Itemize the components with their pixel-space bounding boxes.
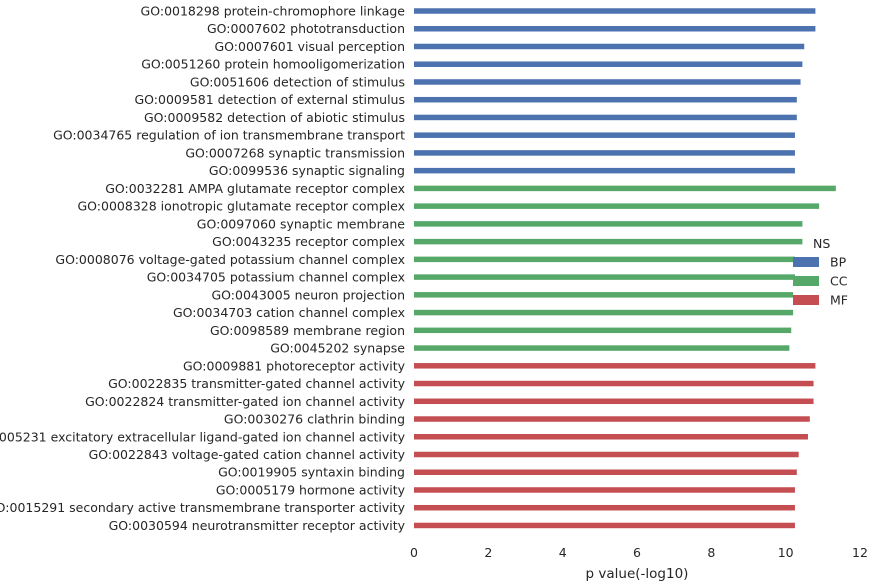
bar-cc [414, 203, 820, 209]
bar-cc [414, 256, 795, 263]
x-axis-title: p value(-log10) [586, 566, 689, 582]
category-label: GO:0022835 transmitter-gated channel act… [108, 376, 405, 391]
bar-cc [414, 274, 795, 280]
bar-mf [414, 398, 814, 405]
bar-mf [414, 487, 795, 493]
x-tick-label: 8 [707, 545, 715, 560]
bar-bp [414, 25, 816, 32]
category-label: GO:0009581 detection of external stimulu… [135, 92, 406, 107]
x-tick-label: 6 [633, 545, 641, 560]
category-label: GO:0030276 clathrin binding [224, 412, 405, 427]
category-label: GO:0043235 receptor complex [212, 234, 405, 249]
bar-mf [414, 363, 816, 369]
bar-bp [414, 114, 797, 121]
bar-mf [414, 380, 814, 387]
bar-mf [414, 522, 795, 529]
category-label: GO:0045202 synapse [270, 341, 405, 356]
legend-label-mf: MF [830, 293, 848, 308]
bar-mf [414, 434, 808, 440]
bar-cc [414, 345, 790, 351]
category-label: GO:0099536 synaptic signaling [209, 163, 405, 178]
category-label: GO:0005179 hormone activity [216, 482, 406, 497]
legend-title: NS [813, 236, 830, 251]
category-label: GO:0009582 detection of abiotic stimulus [144, 110, 405, 125]
legend-swatch-bp [793, 257, 819, 267]
category-label: GO:0019905 syntaxin binding [218, 465, 405, 480]
category-label: GO:0051606 detection of stimulus [190, 74, 405, 89]
legend-swatch-mf [793, 295, 819, 305]
category-label: GO:0034765 regulation of ion transmembra… [53, 128, 405, 143]
category-label: GO:0097060 synaptic membrane [197, 216, 406, 231]
x-tick-label: 2 [484, 545, 492, 560]
x-tick-label: 12 [852, 545, 868, 560]
bar-cc [414, 238, 803, 245]
bar-bp [414, 43, 805, 50]
bar-mf [414, 469, 797, 475]
category-label: GO:0007268 synaptic transmission [185, 145, 405, 160]
category-label: GO:0098589 membrane region [210, 323, 405, 338]
category-label: GO:0051260 protein homooligomerization [141, 57, 405, 72]
legend-label-cc: CC [830, 274, 848, 289]
category-label: GO:0034705 potassium channel complex [147, 270, 405, 285]
bar-bp [414, 96, 797, 103]
category-label: GO:0009881 photoreceptor activity [183, 358, 406, 373]
bar-bp [414, 61, 803, 67]
bar-cc [414, 221, 803, 227]
bar-cc [414, 185, 836, 192]
category-label: GO:0018298 protein-chromophore linkage [141, 4, 406, 19]
bar-bp [414, 150, 795, 156]
category-label: GO:0043005 neuron projection [211, 287, 405, 302]
bar-mf [414, 416, 810, 422]
bar-bp [414, 79, 801, 85]
category-labels: GO:0018298 protein-chromophore linkage GO… [0, 4, 406, 533]
bar-mf [414, 451, 799, 458]
bar-mf [414, 504, 795, 511]
category-label: GO:0008076 voltage-gated potassium chann… [55, 252, 405, 267]
bars-layer [414, 8, 836, 529]
legend-label-bp: BP [830, 255, 847, 270]
x-tick-label: 0 [410, 545, 418, 560]
category-label: GO:0034703 cation channel complex [173, 305, 405, 320]
bar-cc [414, 327, 792, 334]
category-label: GO:0005231 excitatory extracellular liga… [0, 429, 406, 444]
category-label: GO:0022824 transmitter-gated ion channel… [85, 394, 406, 409]
category-label: GO:0022843 voltage-gated cation channel … [89, 447, 406, 462]
legend-swatch-cc [793, 276, 819, 286]
category-label: GO:0007602 phototransduction [207, 21, 405, 36]
bar-cc [414, 309, 794, 316]
x-tick-label: 4 [559, 545, 567, 560]
bar-bp [414, 132, 795, 138]
bar-bp [414, 8, 816, 14]
category-label: GO:0032281 AMPA glutamate receptor compl… [105, 181, 405, 196]
x-axis: 0 2 4 6 8 10 12 [410, 545, 868, 560]
category-label: GO:0015291 secondary active transmembran… [0, 500, 406, 515]
category-label: GO:0030594 neurotransmitter receptor act… [109, 518, 406, 533]
bar-bp [414, 167, 795, 174]
category-label: GO:0007601 visual perception [214, 39, 405, 54]
category-label: GO:0008328 ionotropic glutamate receptor… [78, 199, 406, 214]
bar-cc [414, 292, 794, 298]
x-tick-label: 10 [778, 545, 794, 560]
